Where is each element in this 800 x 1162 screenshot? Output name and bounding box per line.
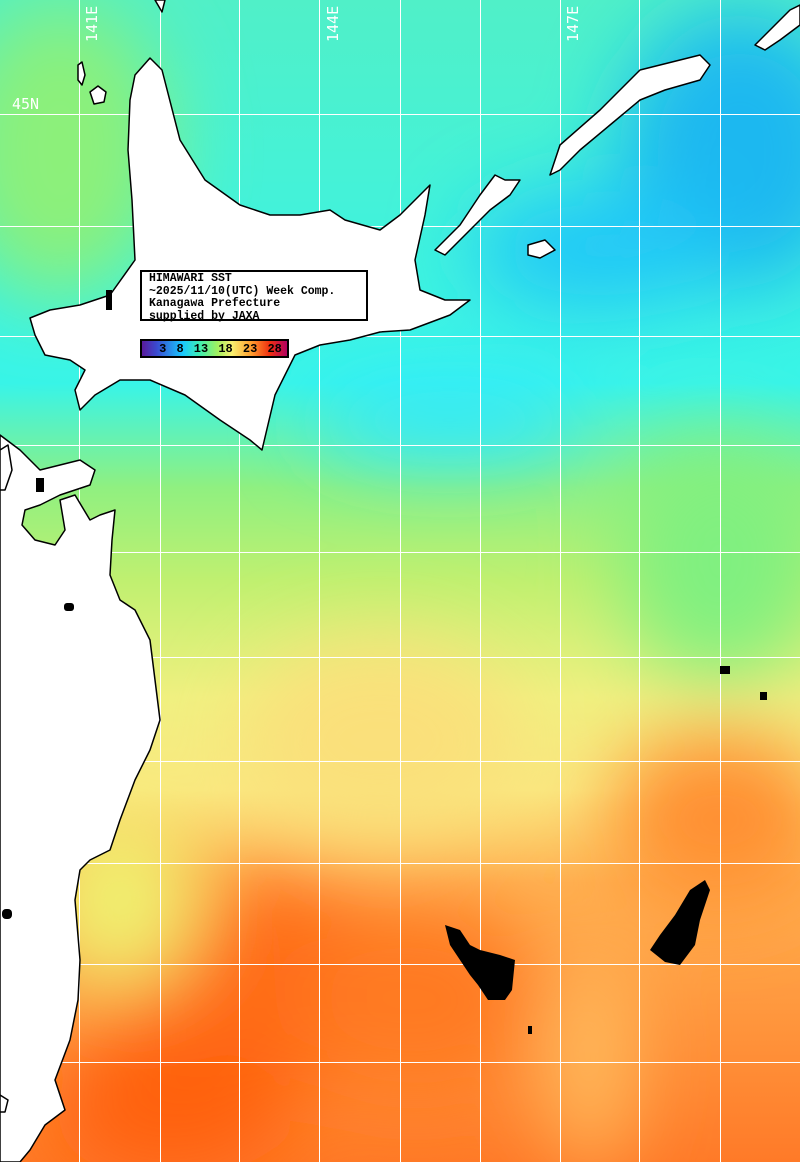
no-data-patch	[36, 478, 44, 492]
no-data-areas	[2, 290, 767, 1034]
organization-line: Kanagawa Prefecture	[149, 297, 281, 310]
legend-tick: 13	[193, 341, 209, 356]
island	[89, 85, 107, 105]
legend-tick: 18	[218, 341, 233, 356]
island	[77, 61, 86, 86]
no-data-patch	[2, 909, 12, 919]
no-data-patch	[720, 666, 730, 674]
title-box: HIMAWARI SST ~2025/11/10(UTC) Week Comp.…	[140, 270, 368, 323]
date-line: ~2025/11/10(UTC) Week Comp.	[149, 284, 336, 298]
no-data-patch	[106, 290, 112, 310]
island	[154, 0, 166, 13]
no-data-patch	[445, 925, 515, 1000]
no-data-patch	[64, 603, 74, 611]
no-data-patch	[528, 1026, 532, 1034]
honshu-north	[0, 434, 161, 1162]
legend-tick: 8	[176, 341, 184, 356]
island	[754, 4, 800, 51]
no-data-patch	[650, 880, 710, 965]
island	[0, 444, 13, 491]
legend-tick: 28	[267, 341, 282, 356]
legend-tick: 3	[159, 341, 167, 356]
longitude-label: 141E	[83, 6, 101, 42]
color-scale-legend: 3 8 13 18 23 28	[140, 339, 289, 358]
island	[0, 1094, 9, 1113]
longitude-label: 147E	[564, 6, 582, 42]
source-line: supplied by JAXA	[149, 309, 260, 323]
title-line: HIMAWARI SST	[149, 272, 232, 285]
no-data-patch	[760, 692, 767, 700]
latitude-label: 45N	[12, 95, 39, 113]
legend-tick: 23	[242, 341, 258, 356]
island	[434, 174, 521, 256]
island	[549, 54, 711, 176]
island	[527, 239, 556, 259]
longitude-label: 144E	[324, 6, 342, 42]
